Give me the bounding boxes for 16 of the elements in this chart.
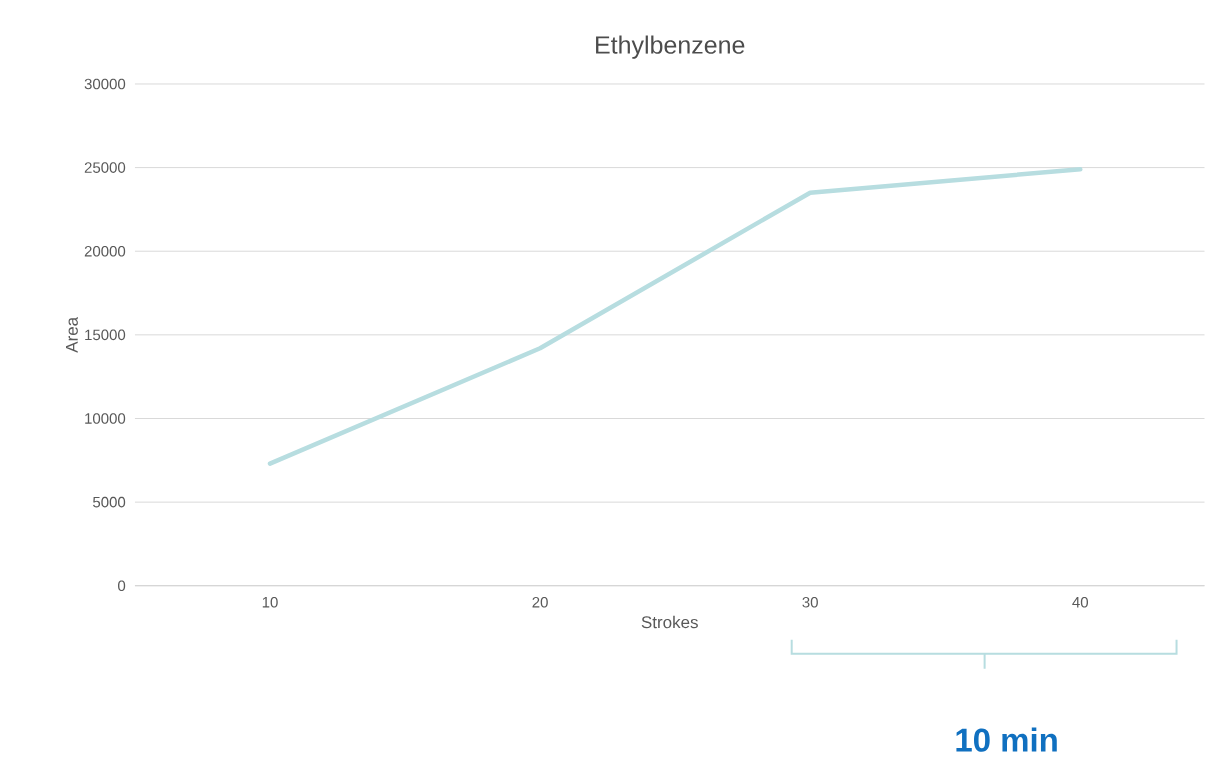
x-tick-label: 30 xyxy=(802,597,818,608)
y-tick-label: 5000 xyxy=(93,496,126,508)
y-tick-label: 0 xyxy=(118,580,126,592)
x-tick-label: 20 xyxy=(532,597,548,608)
chart-title: Ethylbenzene xyxy=(596,35,745,59)
text: 10 min xyxy=(956,727,1057,752)
y-tick-label: 20000 xyxy=(84,246,126,257)
y-tick-label: 25000 xyxy=(84,162,126,174)
y-tick-label: 30000 xyxy=(84,78,126,90)
x-axis-title: Strokes xyxy=(641,615,698,629)
y-axis-title: Area xyxy=(66,317,78,353)
x-tick-label: 10 xyxy=(262,597,278,608)
line-series xyxy=(267,167,1083,467)
y-tick-label: 10000 xyxy=(85,413,126,424)
y-tick-label: 15000 xyxy=(85,329,126,341)
x-tick-label: 40 xyxy=(1072,597,1089,608)
